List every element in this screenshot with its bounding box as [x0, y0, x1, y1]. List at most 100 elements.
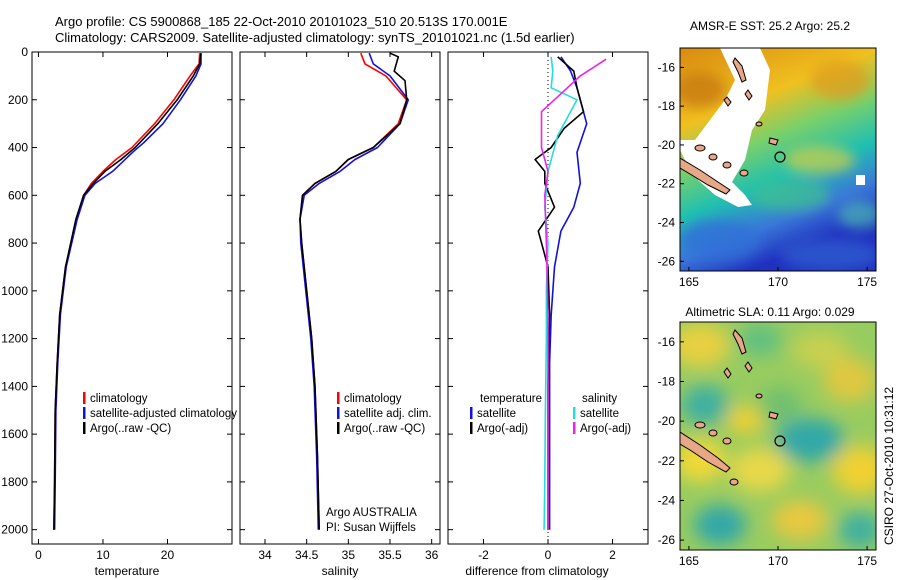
x-tick-label: 0 [545, 548, 552, 562]
legend-label: Argo(..raw -QC) [344, 423, 425, 435]
sla-map-title: Altimetric SLA: 0.11 Argo: 0.029 [685, 305, 855, 319]
series-line-argo-raw-qc [299, 52, 408, 530]
x-tick-label: 10 [96, 548, 110, 562]
map-y-tick-label: -20 [658, 138, 676, 152]
annotation-pi: PI: Susan Wijffels [326, 522, 416, 534]
plot-frame [239, 51, 441, 545]
legend-label: Argo(-adj) [580, 423, 631, 435]
depth-axis: 0 200 400 600 800 1000 1200 1400 1600 1800 2000 [1, 45, 232, 537]
map-axes: 165 170 175 -16 -18 -20 -22 -24 -26 [658, 335, 878, 568]
y-tick-label: 0 [21, 45, 28, 59]
legend-label: satellite adj. clim. [344, 408, 432, 420]
salinity-axis: 34 34.5 35 35.5 36 [258, 52, 439, 562]
annotation-argo-australia: Argo AUSTRALIA [326, 507, 417, 519]
legend-swatch [337, 407, 340, 419]
legend: climatology satellite adj. clim. Argo(..ra… [337, 392, 432, 435]
sst-map: AMSR-E SST: 25.2 Argo: 25.2 [658, 19, 878, 289]
legend-label: Argo(-adj) [477, 423, 528, 435]
series-group [299, 52, 410, 530]
x-tick-label: 35.5 [378, 548, 402, 562]
salinity-profile-chart: 34 34.5 35 35.5 36 salinity climatology satel… [239, 51, 441, 578]
sst-missing-cell [856, 175, 865, 185]
y-tick-label: 1800 [1, 475, 28, 489]
map-y-tick-label: -26 [658, 254, 676, 268]
temperature-axis: 0 10 20 [35, 52, 174, 562]
map-x-tick-label: 170 [768, 554, 788, 568]
y-tick-label: 600 [8, 188, 28, 202]
legend-swatch [573, 407, 576, 419]
sst-patches [680, 60, 876, 271]
sst-map-title: AMSR-E SST: 25.2 Argo: 25.2 [690, 19, 850, 33]
y-tick-label: 1200 [1, 332, 28, 346]
y-tick-label: 2000 [1, 523, 28, 537]
x-tick-label: 34.5 [295, 548, 319, 562]
coastline [680, 329, 779, 486]
y-tick-label: 200 [8, 93, 28, 107]
map-y-tick-label: -18 [658, 374, 676, 388]
temperature-profile-chart: 0 200 400 600 800 1000 1200 1400 1600 1800 2000 0 1… [1, 45, 237, 578]
x-tick-label: 36 [425, 548, 439, 562]
legend-swatch [470, 407, 473, 419]
y-tick-label: 1600 [1, 427, 28, 441]
float-location-marker [774, 151, 786, 163]
map-y-tick-label: -26 [658, 533, 676, 547]
legend-label: satellite [580, 408, 619, 420]
x-tick-label: 35 [342, 548, 356, 562]
y-tick-label: 800 [8, 236, 28, 250]
legend-swatch [573, 422, 576, 434]
legend-header-salinity: salinity [582, 393, 617, 405]
legend-swatch [337, 392, 340, 404]
legend-label: climatology [344, 393, 402, 405]
series-line-satellite-adjusted-climatology [53, 53, 202, 530]
legend-header-temperature: temperature [480, 393, 542, 405]
legend-label: satellite [477, 408, 516, 420]
map-x-tick-label: 165 [679, 275, 699, 289]
x-tick-label: -2 [478, 548, 489, 562]
legend: temperature salinity satellite Argo(-adj) sa… [470, 393, 631, 435]
float-location-marker [774, 435, 786, 447]
map-y-tick-label: -22 [658, 177, 676, 191]
map-x-tick-label: 175 [857, 554, 877, 568]
legend-swatch [337, 422, 340, 434]
sst-missing-data-mask [680, 48, 770, 207]
map-y-tick-label: -16 [658, 335, 676, 349]
map-y-tick-label: -24 [658, 493, 676, 507]
header-line-2: Climatology: CARS2009. Satellite-adjuste… [55, 30, 575, 45]
coastline [680, 57, 779, 195]
csiro-timestamp: CSIRO 27-Oct-2010 10:31:12 [882, 387, 896, 545]
legend-swatch [83, 392, 86, 404]
legend-swatch [83, 422, 86, 434]
x-tick-label: 34 [258, 548, 272, 562]
map-y-tick-label: -22 [658, 454, 676, 468]
map-x-tick-label: 170 [768, 275, 788, 289]
x-tick-label: 20 [161, 548, 175, 562]
x-tick-label: 0 [35, 548, 42, 562]
x-axis-label: temperature [95, 564, 160, 578]
y-tick-label: 1400 [1, 379, 28, 393]
y-tick-label: 1000 [1, 284, 28, 298]
legend-swatch [470, 422, 473, 434]
y-tick-label: 400 [8, 141, 28, 155]
legend-label: satellite-adjusted climatology [90, 408, 237, 420]
x-tick-label: 2 [609, 548, 616, 562]
legend-label: Argo(..raw -QC) [90, 423, 171, 435]
map-y-tick-label: -16 [658, 60, 676, 74]
map-y-tick-label: -20 [658, 414, 676, 428]
map-y-tick-label: -24 [658, 216, 676, 230]
map-axes: 165 170 175 -16 -18 -20 -22 -24 -26 [658, 60, 878, 289]
series-group [53, 53, 202, 530]
sla-eddies [680, 323, 876, 548]
plot-frame [31, 51, 233, 545]
x-axis-label: difference from climatology [465, 564, 608, 578]
series-line-temperature-satellite [548, 56, 588, 530]
map-x-tick-label: 165 [679, 554, 699, 568]
map-x-tick-label: 175 [857, 275, 877, 289]
series-line-argo-raw-qc [53, 53, 202, 530]
series-line-salinity-argo-adj [540, 58, 607, 530]
series-group [534, 56, 607, 530]
difference-axis: -2 0 2 [478, 52, 616, 562]
legend: climatology satellite-adjusted climatolog… [83, 392, 237, 435]
series-line-climatology [53, 53, 201, 530]
series-line-satellite-adj-clim [299, 52, 410, 530]
